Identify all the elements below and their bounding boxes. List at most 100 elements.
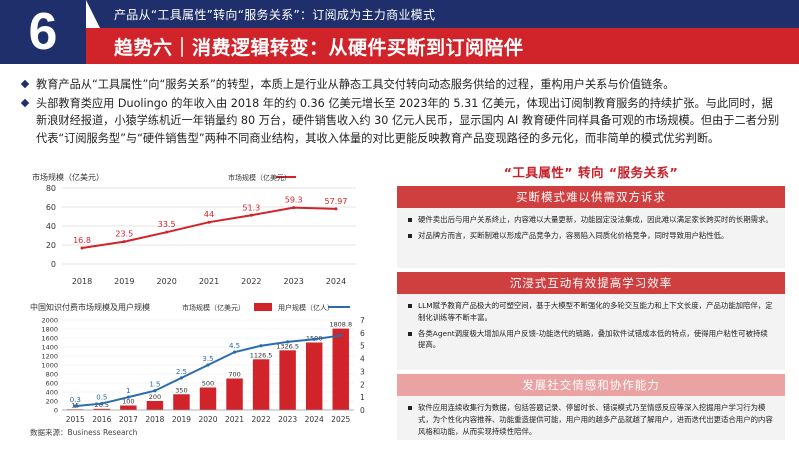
x-tick-label: 2016 (92, 415, 111, 424)
square-bullet-icon (408, 331, 412, 336)
data-label: 33.5 (158, 220, 176, 229)
bar-data-label: 200 (149, 393, 161, 401)
bullet-text: 教育产品从“工具属性”向“服务关系”的转型，本质上是行业从静态工具交付转向动态服… (36, 78, 675, 91)
line-data-label: 0.3 (70, 396, 81, 404)
x-tick-label: 2021 (199, 277, 219, 286)
section-body-social: 软件应用连续收集行为数据，包括答题记录、停留时长、错误模式乃至情感反应等深入挖掘… (397, 396, 785, 440)
y-left-tick-label: 1200 (41, 353, 58, 361)
x-tick-label: 2023 (283, 277, 303, 286)
data-point (122, 240, 126, 244)
section-item-text: 各类Agent调度极大增加从用户反馈-功能迭代的链路，叠加软件试错成本低的特点，… (418, 328, 768, 350)
header-subtitle: 产品从“工具属性”转向“服务关系”：订阅成为主力商业模式 (114, 8, 436, 22)
slide-header: 6 产品从“工具属性”转向“服务关系”：订阅成为主力商业模式 趋势六｜消费逻辑转… (0, 0, 799, 64)
line-data-point (339, 333, 343, 338)
knowledge-payment-combo-chart-svg: 中国知识付费市场规模及用户规模 市场规模（亿美元） 用户规模（亿人）02004006… (30, 302, 365, 424)
data-point (292, 206, 296, 210)
bar (279, 350, 296, 410)
bar-data-label: 1326.5 (276, 342, 299, 350)
data-point (165, 230, 169, 234)
line-data-point (153, 389, 157, 393)
square-bullet-icon (408, 218, 412, 222)
line-data-point (100, 401, 104, 406)
chart-title: 中国知识付费市场规模及用户规模 (30, 302, 150, 312)
x-tick-label: 2015 (66, 415, 85, 424)
data-label: 51.3 (242, 203, 260, 212)
data-point (334, 207, 338, 211)
data-label: 57.97 (325, 197, 348, 206)
section-item: 各类Agent调度极大增加从用户反馈-功能迭代的链路，叠加软件试错成本低的特点，… (407, 328, 775, 352)
market-size-line-chart: 市场规模（亿美元） 市场规模（亿美元） 0 20 40 60 80 2018 2019 2020 2… (28, 168, 376, 296)
section-item: 硬件卖出后与用户关系终止，内容难以大量更新，功能固定没法集成，因此难以满足家长跨… (407, 214, 775, 226)
y-tick-label: 40 (46, 222, 56, 231)
y-right-tick-label: 1 (360, 393, 365, 402)
square-bullet-icon (408, 406, 412, 410)
header-bottom-bar (86, 28, 799, 64)
y-right-tick-label: 0 (360, 406, 365, 415)
x-tick-label: 2018 (145, 415, 164, 424)
bar (252, 359, 270, 410)
bar-data-label: 350 (175, 386, 187, 394)
section-heading-social: 发展社交情感和协作能力 (397, 374, 785, 396)
x-tick-label: 2021 (225, 415, 244, 424)
bar (146, 401, 164, 410)
y-left-tick-label: 1400 (41, 344, 58, 352)
bar (93, 408, 111, 410)
data-point (80, 246, 84, 250)
y-left-tick-label: 1000 (41, 362, 58, 370)
x-tick-label: 2024 (326, 277, 346, 286)
bullet-item: 教育产品从“工具属性”向“服务关系”的转型，本质上是行业从静态工具交付转向动态服… (20, 76, 782, 94)
bar (199, 387, 217, 410)
y-left-tick-label: 1800 (41, 326, 58, 334)
line-data-label: 4.5 (229, 342, 240, 350)
section-item: 对品牌方而言，买断制难以形成产品竞争力，容易陷入同质化价格竞争，同时导致用户粘性… (407, 230, 775, 242)
y-left-tick-label: 0 (54, 407, 58, 415)
line-data-label: 2.5 (176, 368, 187, 376)
line-data-point (206, 363, 210, 367)
right-panel: “工具属性” 转向 “服务关系” 买断模式难以供需双方诉求 硬件卖出后与用户关系… (397, 162, 785, 440)
legend-label: 用户规模（亿人） (278, 303, 334, 312)
y-right-tick-label: 4 (360, 355, 365, 364)
x-tick-label: 2025 (331, 415, 350, 424)
x-tick-label: 2024 (305, 415, 324, 424)
x-tick-label: 2022 (252, 415, 271, 424)
section-heading-buyout: 买断模式难以供需双方诉求 (397, 186, 785, 208)
knowledge-payment-combo-chart: 中国知识付费市场规模及用户规模 市场规模（亿美元） 用户规模（亿人） 0 200 400 6… (28, 298, 388, 428)
data-label: 16.8 (73, 236, 91, 245)
x-tick-label: 2020 (198, 415, 217, 424)
y-left-tick-label: 800 (46, 371, 58, 379)
chart-ylabel: 市场规模（亿美元） (32, 172, 104, 182)
y-tick-label: 60 (46, 203, 56, 212)
bar-data-label: 700 (228, 371, 240, 379)
bar-data-label: 1126.5 (250, 351, 273, 359)
y-tick-label: 80 (46, 184, 56, 193)
y-tick-label: 20 (46, 241, 56, 250)
line-data-point (126, 395, 130, 399)
section-item-text: 硬件卖出后与用户关系终止，内容难以大量更新，功能固定没法集成，因此难以满足家长跨… (418, 215, 773, 224)
y-tick-label: 0 (51, 260, 56, 269)
bar (305, 342, 323, 410)
line-data-label: 0.5 (96, 394, 107, 402)
line-data-point (286, 340, 290, 344)
section-item-text: LLM赋予教育产品极大的可塑空间，基于大模型不断强化的多轮交互能力和上下文长度，… (418, 301, 773, 322)
data-point (207, 220, 211, 224)
bar (226, 378, 243, 410)
legend-label: 市场规模（亿美元） (182, 303, 245, 312)
bullet-item: 头部教育类应用 Duolingo 的年收入由 2018 年的约 0.36 亿美元… (20, 95, 782, 148)
right-panel-title: “工具属性” 转向 “服务关系” (503, 165, 679, 180)
diamond-bullet-icon (20, 98, 30, 107)
market-size-line-chart-svg: 市场规模（亿美元） 市场规模（亿美元） 0 20 40 60 80 2018 2019 2020 2… (32, 172, 356, 286)
line-data-label: 1.5 (149, 381, 160, 389)
line-data-point (259, 344, 263, 348)
legend-bar-swatch (254, 303, 272, 311)
x-tick-label: 2018 (72, 277, 92, 286)
y-left-tick-label: 2000 (41, 317, 58, 325)
y-left-tick-label: 1600 (41, 335, 58, 343)
diamond-bullet-icon (20, 79, 30, 89)
line-data-point (312, 337, 316, 341)
data-point (249, 213, 253, 217)
bar (332, 328, 349, 410)
line-data-point (179, 376, 184, 380)
x-tick-label: 2019 (172, 415, 191, 424)
bar-data-label: 100 (122, 398, 134, 406)
section-heading-immersive: 沉浸式互动有效提高学习效率 (397, 272, 785, 294)
